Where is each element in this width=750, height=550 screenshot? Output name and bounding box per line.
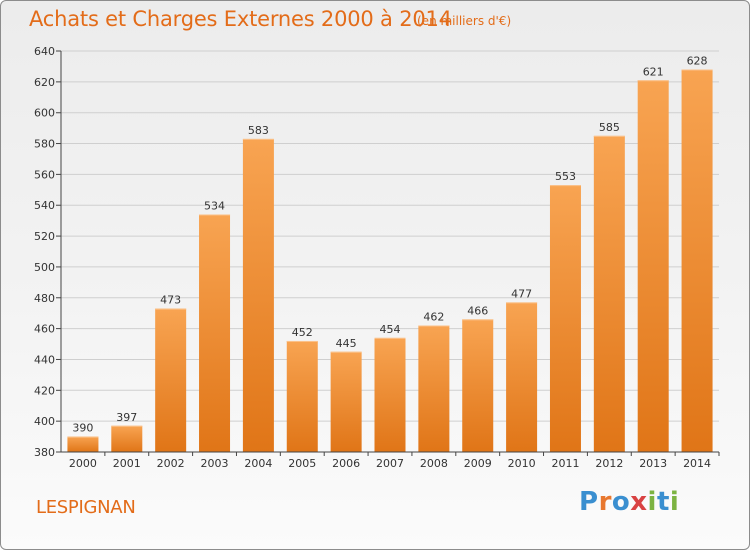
x-tick-label: 2004 [244, 457, 272, 470]
bar-value-label: 534 [204, 199, 225, 212]
x-tick-label: 2000 [69, 457, 97, 470]
x-tick-label: 2012 [595, 457, 623, 470]
y-tick-label: 540 [34, 199, 55, 212]
y-tick-label: 600 [34, 107, 55, 120]
logo-letter: t [656, 487, 670, 517]
bar [637, 80, 669, 453]
logo-letter: o [611, 487, 631, 517]
x-tick-label: 2008 [420, 457, 448, 470]
y-tick-label: 440 [34, 353, 55, 366]
logo-letter: i [647, 487, 657, 517]
x-tick-label: 2014 [683, 457, 711, 470]
y-tick-label: 420 [34, 384, 55, 397]
x-tick-label: 2001 [113, 457, 141, 470]
x-tick-label: 2002 [157, 457, 185, 470]
bar-value-label: 585 [599, 121, 620, 134]
x-tick-label: 2011 [551, 457, 579, 470]
bar [199, 214, 231, 452]
bar-value-label: 390 [72, 422, 93, 435]
bar [462, 319, 494, 452]
commune-name: LESPIGNAN [36, 497, 136, 518]
bar-value-label: 621 [643, 65, 664, 78]
bar-value-label: 583 [248, 124, 269, 137]
logo-letter: x [630, 487, 648, 517]
bar [242, 138, 274, 452]
proxiti-logo: Proxiti [579, 487, 679, 517]
bar-value-label: 445 [336, 337, 357, 350]
bar [374, 337, 406, 452]
bar [549, 185, 581, 452]
bar-value-label: 462 [423, 311, 444, 324]
bar [681, 69, 713, 452]
x-tick-label: 2009 [464, 457, 492, 470]
logo-letter: i [669, 487, 680, 517]
bar [111, 425, 143, 452]
bar [330, 351, 362, 452]
bar-value-label: 553 [555, 170, 576, 183]
x-tick-label: 2005 [288, 457, 316, 470]
bar [155, 308, 187, 452]
x-tick-label: 2007 [376, 457, 404, 470]
bar-value-label: 452 [292, 326, 313, 339]
bar-value-label: 397 [116, 411, 137, 424]
bar [286, 340, 318, 452]
y-tick-label: 400 [34, 415, 55, 428]
y-tick-label: 580 [34, 138, 55, 151]
y-tick-label: 640 [34, 45, 55, 58]
x-tick-label: 2006 [332, 457, 360, 470]
bar [67, 436, 99, 452]
chart-title: Achats et Charges Externes 2000 à 2014 [29, 7, 452, 31]
logo-letter: r [598, 487, 612, 517]
x-tick-label: 2010 [508, 457, 536, 470]
x-tick-label: 2013 [639, 457, 667, 470]
y-tick-label: 520 [34, 230, 55, 243]
y-tick-label: 380 [34, 446, 55, 459]
y-tick-label: 620 [34, 76, 55, 89]
bar-value-label: 628 [687, 55, 708, 68]
bar [593, 135, 625, 453]
y-tick-label: 560 [34, 168, 55, 181]
bar-value-label: 473 [160, 294, 181, 307]
logo-text: Proxiti [579, 487, 679, 517]
logo-letter: P [579, 487, 599, 517]
y-tick-label: 500 [34, 261, 55, 274]
y-tick-label: 460 [34, 323, 55, 336]
bar [506, 302, 538, 452]
bar-value-label: 466 [467, 304, 488, 317]
bar [418, 325, 450, 452]
y-tick-label: 480 [34, 292, 55, 305]
chart-subtitle: (en milliers d'€) [417, 14, 512, 28]
x-tick-label: 2003 [201, 457, 229, 470]
bar-value-label: 477 [511, 287, 532, 300]
bar-value-label: 454 [380, 323, 401, 336]
